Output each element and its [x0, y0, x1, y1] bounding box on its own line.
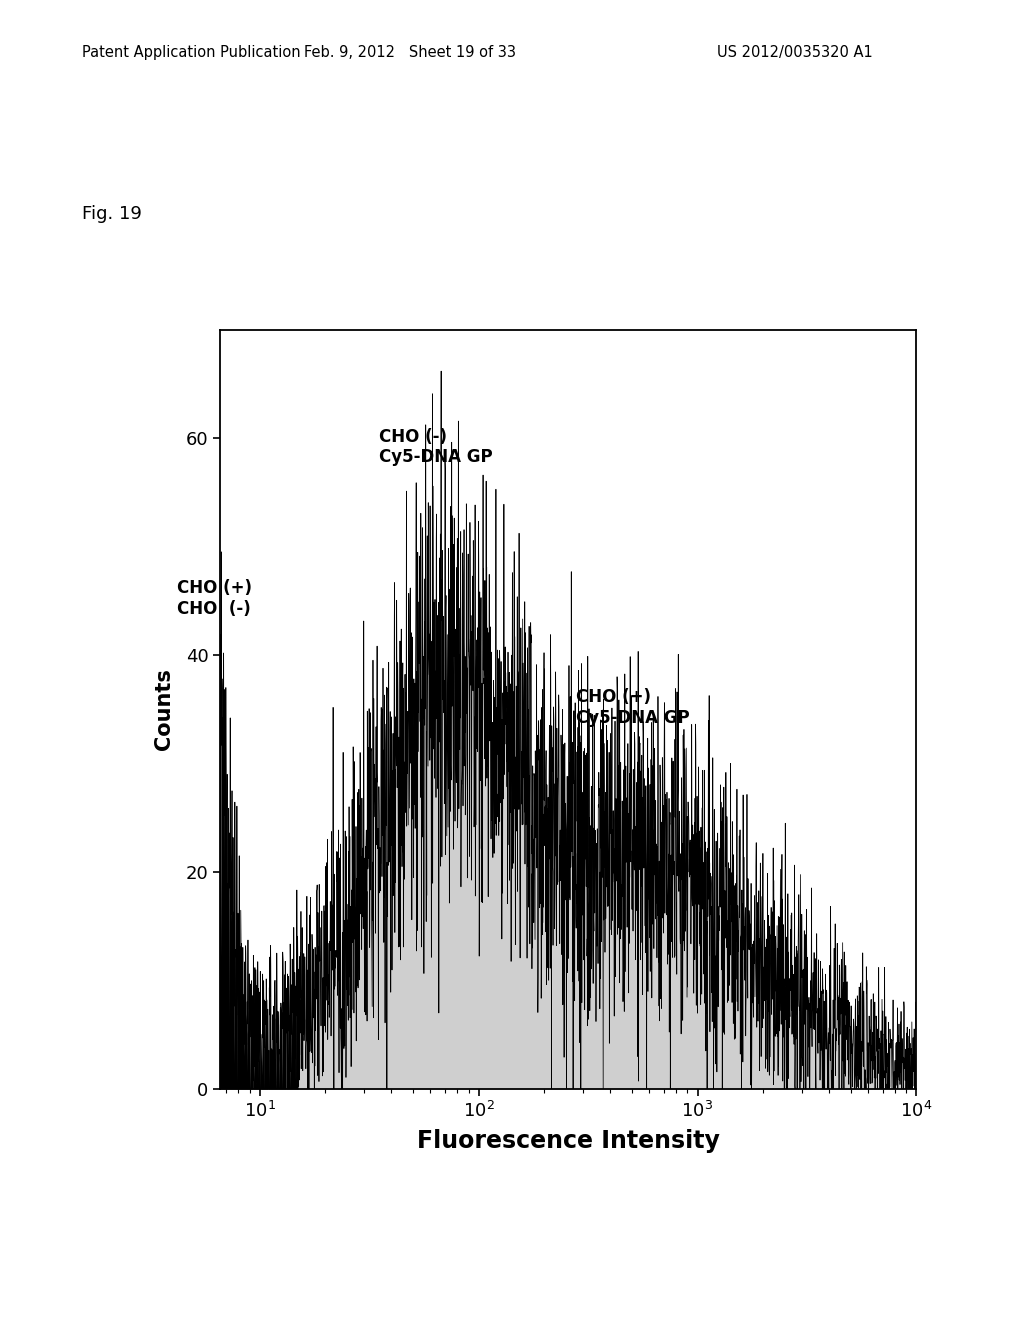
Text: Feb. 9, 2012   Sheet 19 of 33: Feb. 9, 2012 Sheet 19 of 33 — [303, 45, 516, 59]
Text: CHO (+)
CHO  (-): CHO (+) CHO (-) — [177, 579, 252, 618]
Text: US 2012/0035320 A1: US 2012/0035320 A1 — [717, 45, 872, 59]
Text: CHO (+)
Cy5-DNA GP: CHO (+) Cy5-DNA GP — [577, 688, 690, 726]
Text: Patent Application Publication: Patent Application Publication — [82, 45, 301, 59]
Text: Fig. 19: Fig. 19 — [82, 205, 141, 223]
Y-axis label: Counts: Counts — [155, 668, 174, 751]
X-axis label: Fluorescence Intensity: Fluorescence Intensity — [417, 1129, 720, 1154]
Text: CHO (-)
Cy5-DNA GP: CHO (-) Cy5-DNA GP — [379, 428, 493, 466]
